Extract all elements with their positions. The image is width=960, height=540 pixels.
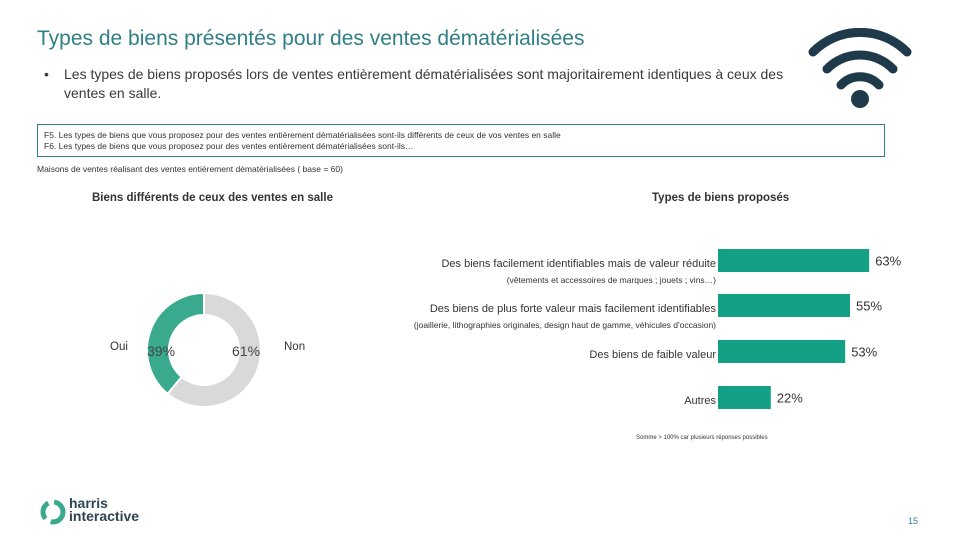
bar-1 [718, 249, 870, 272]
bar-category-3: Des biens de faible valeur [589, 349, 716, 361]
harris-logo-icon [40, 499, 66, 525]
bar-2 [718, 294, 850, 317]
page-number: 15 [908, 516, 919, 526]
question-box: F5. Les types de biens que vous proposez… [37, 124, 885, 157]
bar-category-1: Des biens facilement identifiables mais … [441, 258, 716, 270]
summary-text: Les types de biens proposés lors de vent… [64, 66, 784, 101]
wifi-icon [808, 28, 912, 108]
bar-value-1: 63% [875, 254, 901, 269]
donut-slice-non [166, 291, 262, 408]
donut-slice-oui [146, 291, 205, 396]
donut-title: Biens différents de ceux des ventes en s… [92, 192, 333, 204]
bar-4 [718, 386, 771, 409]
logo-text: harris interactive [69, 495, 140, 524]
question-f5: F5. Les types de biens que vous proposez… [44, 130, 561, 140]
bullet-dot: • [44, 66, 49, 82]
page-title: Types de biens présentés pour des ventes… [37, 27, 585, 50]
donut-label-non: Non [284, 341, 305, 353]
question-f6: F6. Les types de biens que vous proposez… [44, 141, 414, 151]
logo-line2: interactive [69, 508, 140, 524]
bar-subcategory-2: (joaillerie, lithographies originales, d… [414, 320, 716, 330]
bar-value-2: 55% [856, 299, 882, 314]
donut-value-non: 61% [232, 343, 260, 359]
bar-3 [718, 340, 846, 363]
bar-value-3: 53% [851, 345, 877, 360]
donut-value-oui: 39% [147, 343, 175, 359]
bar-chart-title: Types de biens proposés [652, 192, 790, 204]
bar-category-4: Autres [684, 395, 716, 407]
bar-category-2: Des biens de plus forte valeur mais faci… [430, 303, 717, 315]
base-text: Maisons de ventes réalisant des ventes e… [37, 164, 343, 174]
bar-value-4: 22% [777, 391, 803, 406]
footnote: Somme > 100% car plusieurs réponses poss… [636, 435, 768, 441]
bar-subcategory-1: (vêtements et accessoires de marques ; j… [507, 275, 716, 285]
logo-line1: harris [69, 495, 108, 511]
donut-label-oui: Oui [110, 341, 128, 353]
